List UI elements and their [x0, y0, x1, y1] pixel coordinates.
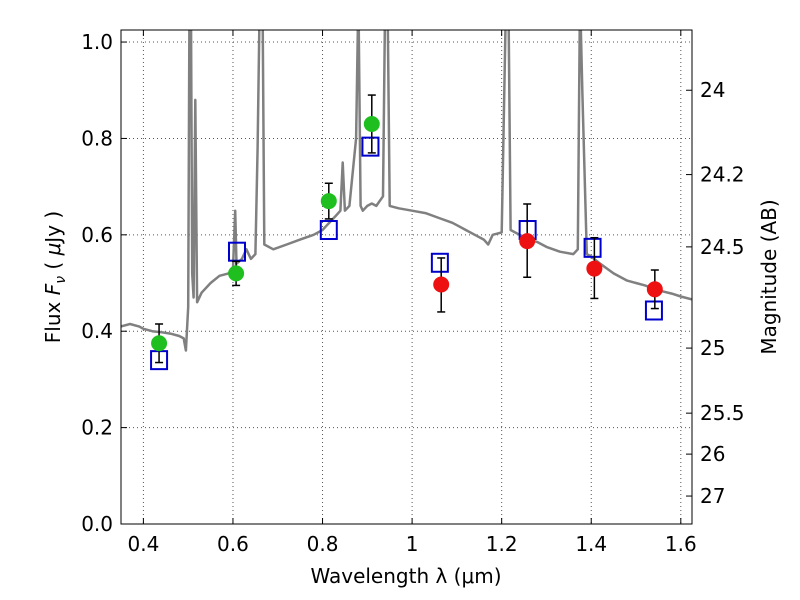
green-data-point: [151, 335, 168, 352]
red-data-point: [586, 260, 603, 277]
plot-frame: [120, 29, 693, 525]
data-layer: [121, 30, 692, 371]
green-data-point: [363, 115, 380, 132]
right-tick-label: 27: [700, 484, 725, 508]
green-data-point: [320, 193, 337, 210]
right-tick-label: 24.2: [700, 163, 745, 187]
red-data-point: [519, 233, 536, 250]
red-data-point: [433, 276, 450, 293]
right-tick-label: 24.5: [700, 235, 745, 259]
y-tick-label: 1.0: [81, 30, 113, 54]
y-tick-label: 0.0: [81, 512, 113, 536]
y-tick-label: 0.2: [81, 416, 113, 440]
right-tick-label: 26: [700, 442, 725, 466]
x-tick-label: 0.8: [307, 532, 339, 556]
model-box-point: [361, 136, 380, 157]
ticks: 0.4 0.6 0.8 1 1.2 1.4 1.6 0.0 0.2 0.4 0.6 0.8 1.0 24 2…: [81, 30, 745, 556]
x-tick-label: 0.6: [217, 532, 249, 556]
grid: [121, 30, 692, 525]
model-box-point: [644, 300, 663, 321]
right-tick-label: 24: [700, 78, 725, 102]
model-box-point: [319, 220, 338, 241]
x-tick-label: 1: [406, 532, 419, 556]
model-box-point: [583, 237, 602, 258]
x-tick-label: 1.6: [665, 532, 697, 556]
y-tick-label: 0.8: [81, 126, 113, 150]
model-box-point: [430, 252, 449, 273]
x-tick-label: 0.4: [127, 532, 159, 556]
y-axis-label: Flux Fν ( μJy ): [41, 211, 69, 343]
y-tick-label: 0.6: [81, 223, 113, 247]
right-tick-label: 25: [700, 336, 725, 360]
spectrum-line: [121, 30, 692, 352]
right-axis-label: Magnitude (AB): [757, 199, 781, 354]
x-tick-label: 1.4: [575, 532, 607, 556]
x-tick-label: 1.2: [486, 532, 518, 556]
right-tick-label: 25.5: [700, 401, 745, 425]
x-axis-label: Wavelength λ (μm): [310, 564, 501, 588]
y-tick-label: 0.4: [81, 319, 113, 343]
red-data-point: [646, 281, 663, 298]
green-data-point: [228, 265, 245, 282]
